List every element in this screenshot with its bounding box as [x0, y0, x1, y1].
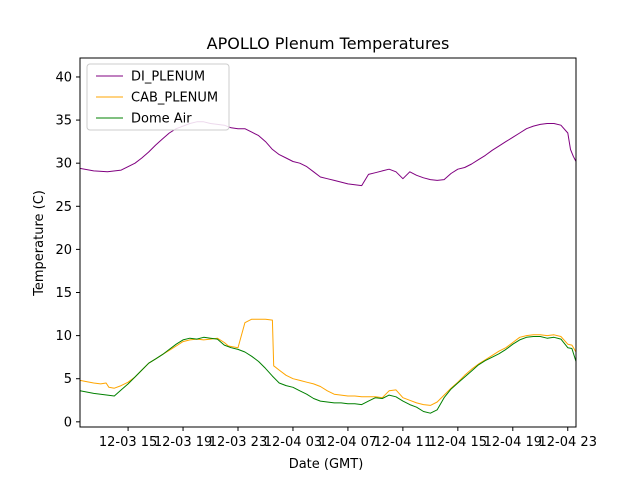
y-tick-label: 20	[55, 243, 72, 258]
y-tick-label: 35	[55, 114, 72, 129]
legend-label: Dome Air	[131, 112, 192, 127]
y-tick-label: 25	[55, 200, 72, 215]
plot-frame	[79, 57, 577, 428]
y-tick-label: 30	[55, 157, 72, 172]
x-tick-label: 12-04 07	[319, 435, 377, 450]
x-tick-label: 12-04 19	[484, 435, 542, 450]
legend: DI_PLENUM CAB_PLENUM Dome Air	[86, 63, 230, 131]
legend-box	[86, 63, 230, 131]
y-tick-label: 15	[55, 286, 72, 301]
legend-label: DI_PLENUM	[131, 70, 205, 85]
y-axis-label: Temperature (C)	[32, 190, 47, 297]
x-tick-label: 12-04 23	[539, 435, 597, 450]
y-tick-label: 10	[55, 329, 72, 344]
x-tick-label: 12-04 03	[264, 435, 322, 450]
x-tick-label: 12-03 19	[154, 435, 212, 450]
x-tick-label: 12-04 15	[429, 435, 487, 450]
x-tick-label: 12-03 15	[99, 435, 157, 450]
y-tick-label: 5	[64, 372, 72, 387]
series-line-dome-air	[80, 336, 576, 414]
x-tick-label: 12-04 11	[374, 435, 432, 450]
legend-label: CAB_PLENUM	[131, 91, 218, 106]
x-tick-label: 12-03 23	[209, 435, 267, 450]
y-tick-label: 40	[55, 70, 72, 85]
y-tick-label: 0	[64, 415, 72, 430]
x-axis-label: Date (GMT)	[289, 457, 364, 472]
chart-title: APOLLO Plenum Temperatures	[207, 34, 450, 53]
